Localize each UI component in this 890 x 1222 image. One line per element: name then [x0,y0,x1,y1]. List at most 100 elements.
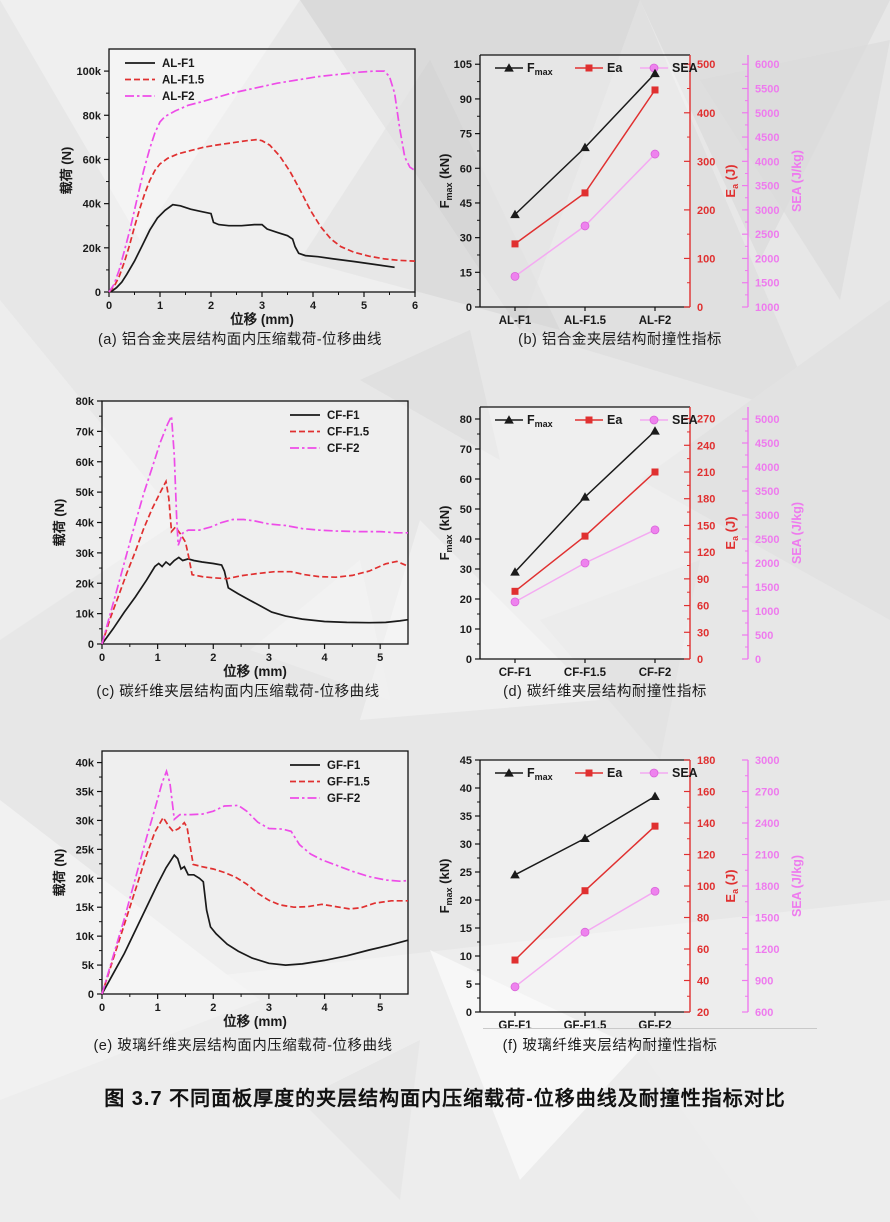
series-GF-F2 [101,768,409,995]
svg-text:CF-F1: CF-F1 [499,667,532,679]
svg-text:0: 0 [99,1002,105,1014]
svg-text:20k: 20k [83,243,102,255]
svg-text:80k: 80k [76,396,95,408]
svg-text:Fmax (kN): Fmax (kN) [437,506,454,561]
svg-text:80: 80 [697,913,709,925]
svg-text:30k: 30k [76,815,95,827]
caption-d: (d) 碳纤维夹层结构耐撞性指标 [503,684,707,700]
svg-text:0: 0 [106,300,112,312]
svg-text:0: 0 [466,1007,472,1019]
svg-text:45: 45 [460,198,472,210]
svg-text:3500: 3500 [755,486,779,498]
svg-text:GF-F2: GF-F2 [638,1020,671,1032]
axes: 0 1 2 3 4 5 0 10k 20k 30k 40k 50k 60k 70k 80k 位移 (mm) 载荷… [52,396,383,679]
svg-text:90: 90 [697,574,709,586]
series-GF-F1 [101,853,409,995]
svg-text:Ea: Ea [607,61,623,75]
svg-text:120: 120 [697,547,715,559]
svg-text:4: 4 [321,1002,328,1014]
svg-text:4000: 4000 [755,156,779,168]
svg-text:3000: 3000 [755,755,779,767]
svg-text:0: 0 [95,287,101,299]
series-Ea [511,468,659,595]
caption-c: (c) 碳纤维夹层结构面内压缩载荷-位移曲线 [96,684,380,700]
svg-text:1800: 1800 [755,881,779,893]
svg-text:SEA (J/kg): SEA (J/kg) [790,855,804,917]
svg-text:30: 30 [460,839,472,851]
svg-text:Fmax: Fmax [527,766,553,782]
svg-text:0: 0 [466,302,472,314]
axes: 0 1 2 3 4 5 6 0 20k 40k 60k 80k 100k 位移 (mm) 载荷 (N) [59,66,418,327]
svg-text:AL-F2: AL-F2 [162,91,195,103]
axes: 0 1 2 3 4 5 0 5k 10k 15k 20k 25k 30k 35k 40k 位移 (mm) 载荷 … [52,758,383,1029]
svg-text:位移 (mm): 位移 (mm) [223,1013,287,1029]
svg-text:20: 20 [697,1007,709,1019]
caption-a: (a) 铝合金夹层结构面内压缩载荷-位移曲线 [97,332,383,348]
series-Fmax [510,426,660,576]
svg-text:SEA (J/kg): SEA (J/kg) [790,502,804,564]
chart-b-crashworthiness-aluminum: 0 15 30 45 60 75 90 105 Fmax (kN) 0 100 200 300 400 50… [437,54,804,327]
svg-text:180: 180 [697,494,715,506]
svg-text:6: 6 [412,300,418,312]
caption-f: (f) 玻璃纤维夹层结构耐撞性指标 [502,1038,718,1054]
svg-text:1500: 1500 [755,913,779,925]
series-Fmax [510,68,660,219]
svg-text:1: 1 [157,300,163,312]
svg-text:0: 0 [88,639,94,651]
svg-text:5: 5 [377,1002,383,1014]
svg-text:10k: 10k [76,609,95,621]
svg-text:2400: 2400 [755,818,779,830]
svg-text:3: 3 [259,300,265,312]
svg-text:0: 0 [755,654,761,666]
svg-text:SEA: SEA [672,413,698,427]
svg-text:GF-F1.5: GF-F1.5 [327,777,370,789]
svg-text:AL-F1.5: AL-F1.5 [162,75,205,87]
svg-text:0: 0 [697,654,703,666]
legend: CF-F1 CF-F1.5 CF-F2 [290,410,370,455]
legend: Fmax Ea SEA [495,61,698,77]
chart-e-load-displacement-glass: 0 1 2 3 4 5 0 5k 10k 15k 20k 25k 30k 35k 40k 位移 (mm) 载荷 … [52,750,409,1029]
svg-text:5000: 5000 [755,108,779,120]
divider-line [483,1028,817,1029]
svg-text:1000: 1000 [755,302,779,314]
figure-caption: 图 3.7 不同面板厚度的夹层结构面内压缩载荷-位移曲线及耐撞性指标对比 [104,1088,786,1110]
svg-text:900: 900 [755,976,773,988]
series-CF-F1 [101,556,409,645]
svg-text:载荷 (N): 载荷 (N) [52,849,67,897]
svg-text:4500: 4500 [755,132,779,144]
svg-text:2000: 2000 [755,253,779,265]
svg-text:位移 (mm): 位移 (mm) [223,663,287,679]
caption-b: (b) 铝合金夹层结构耐撞性指标 [518,332,722,348]
svg-text:AL-F1: AL-F1 [499,315,532,327]
svg-text:50: 50 [460,504,472,516]
svg-text:AL-F2: AL-F2 [639,315,672,327]
svg-text:10: 10 [460,624,472,636]
series-Ea [511,86,659,248]
svg-text:1500: 1500 [755,278,779,290]
svg-text:3: 3 [266,652,272,664]
plot-area [479,54,691,308]
series-CF-F2 [101,413,408,645]
svg-text:70: 70 [460,444,472,456]
svg-text:40: 40 [460,534,472,546]
svg-text:AL-F1: AL-F1 [162,58,195,70]
svg-text:45: 45 [460,755,472,767]
svg-text:100: 100 [697,253,715,265]
svg-text:2000: 2000 [755,558,779,570]
axes: 0 5 10 15 20 25 30 35 40 45 Fmax (kN) 20 40 60 80 100 12… [437,755,804,1032]
series-GF-F1.5 [101,815,408,995]
svg-text:60: 60 [697,601,709,613]
svg-text:Ea (J): Ea (J) [723,516,740,549]
svg-text:40k: 40k [83,199,102,211]
series-Ea [511,822,659,964]
svg-text:10k: 10k [76,931,95,943]
svg-text:40k: 40k [76,758,95,770]
series-SEA [510,525,660,607]
svg-text:0: 0 [99,652,105,664]
svg-text:Fmax: Fmax [527,413,553,429]
svg-text:80k: 80k [83,110,102,122]
axes: 0 15 30 45 60 75 90 105 Fmax (kN) 0 100 200 300 400 50… [437,55,804,327]
svg-text:60: 60 [697,944,709,956]
